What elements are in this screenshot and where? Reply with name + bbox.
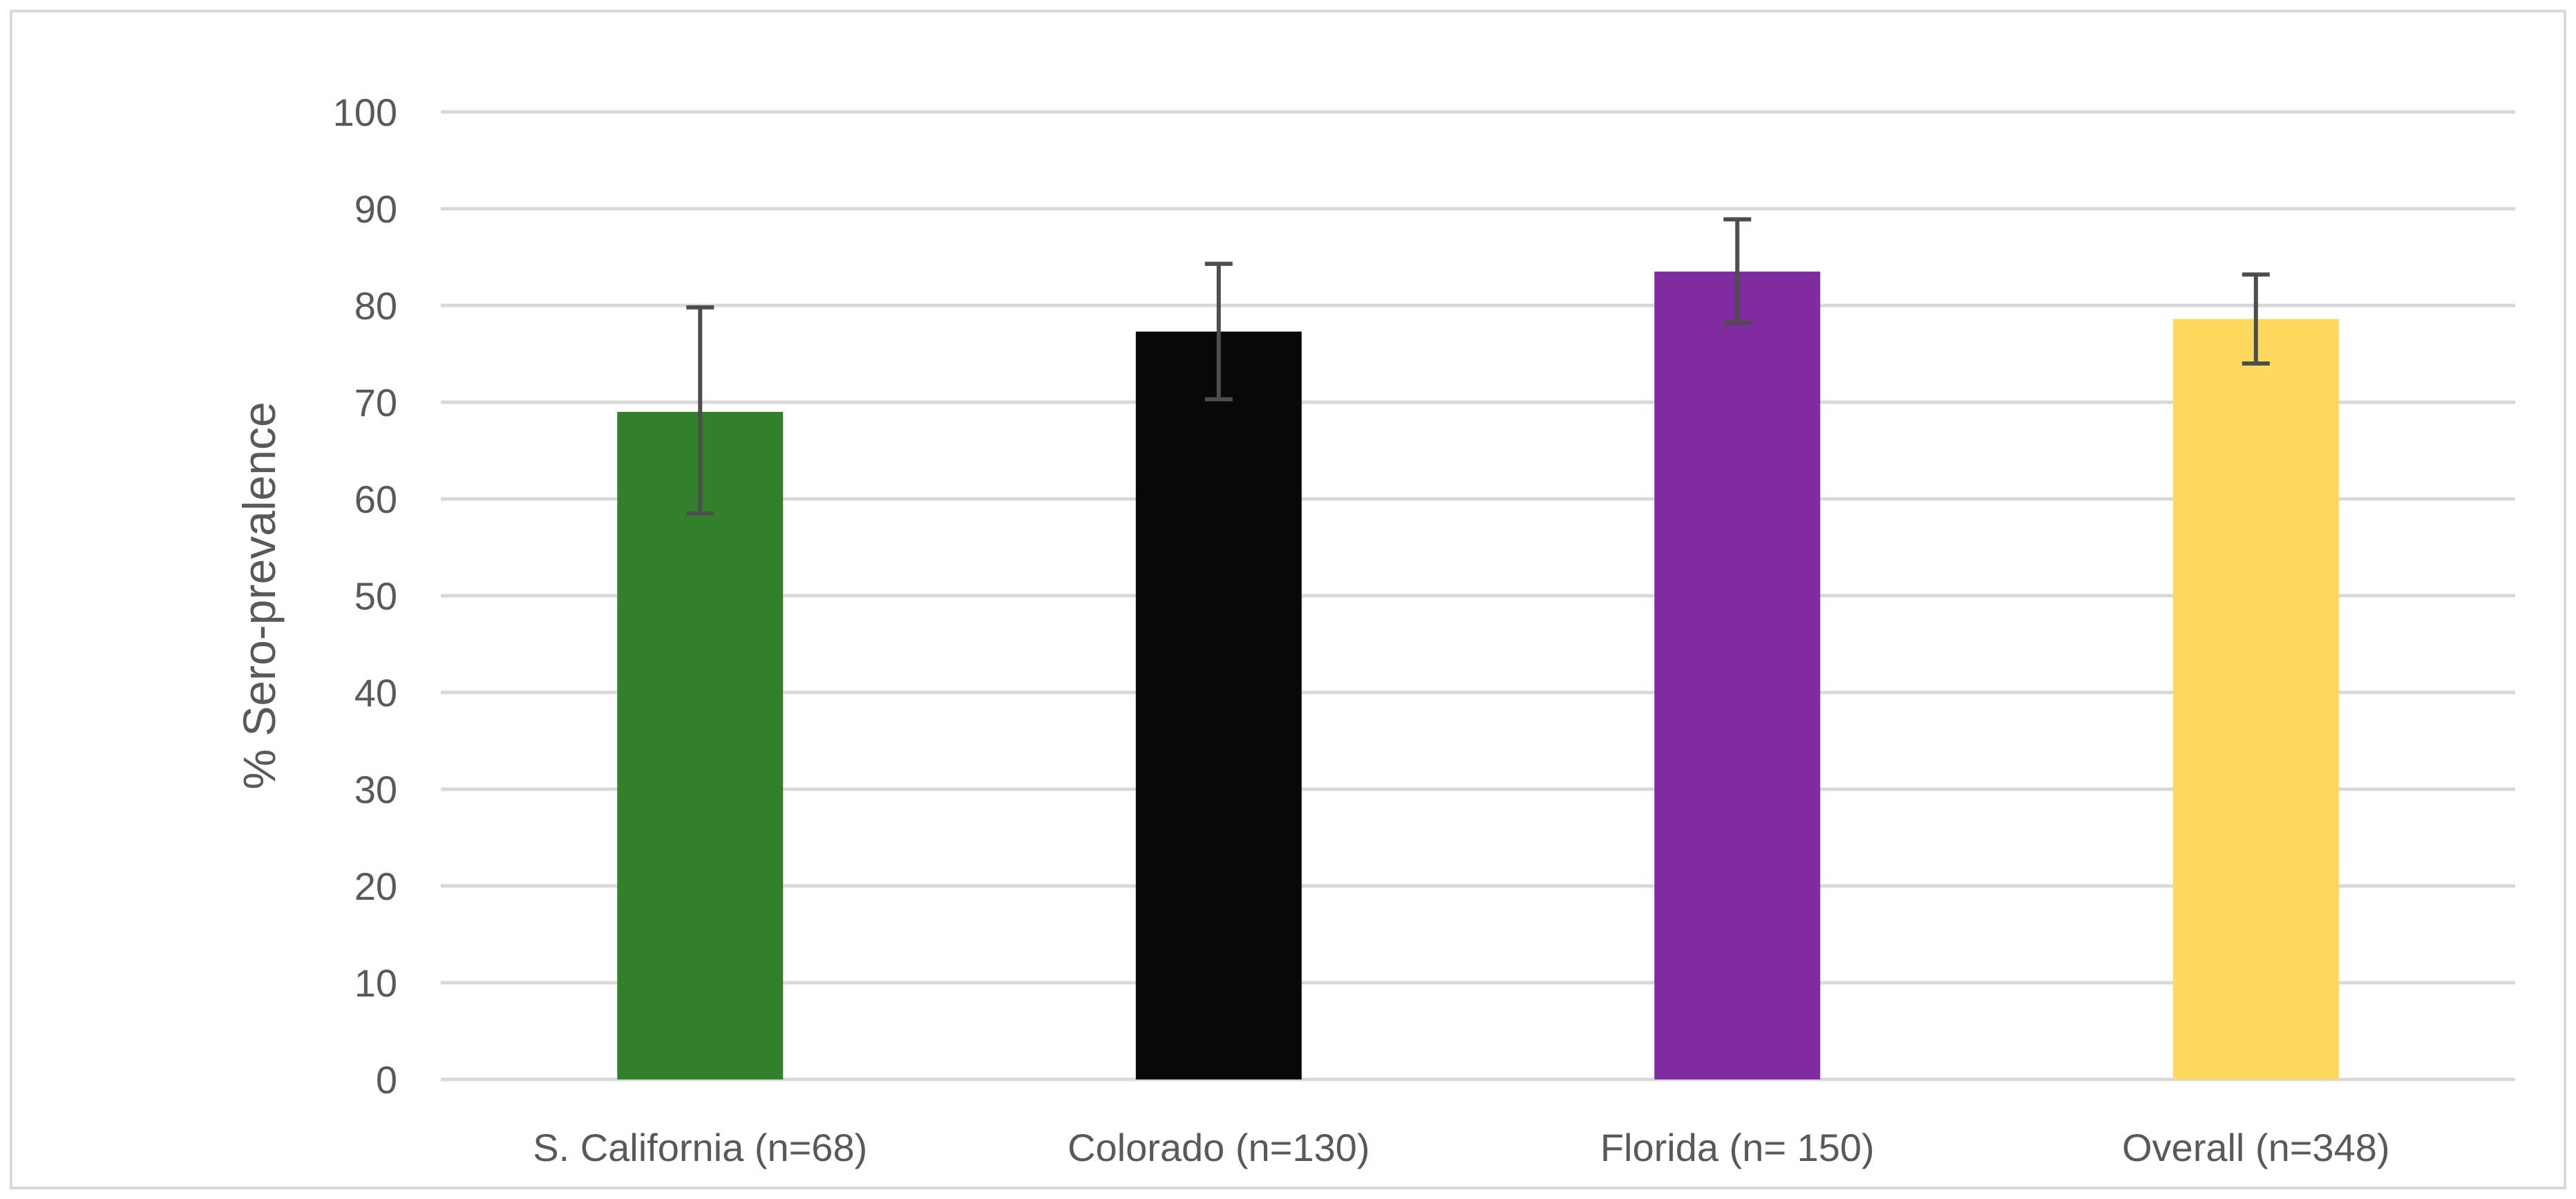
y-tick-label: 90 [354, 187, 397, 231]
x-category-label: S. California (n=68) [533, 1126, 867, 1169]
y-tick-label: 40 [354, 671, 397, 715]
x-category-label: Florida (n= 150) [1600, 1126, 1875, 1169]
bars [617, 272, 2339, 1080]
y-axis-ticks: 0 10 20 30 40 50 60 70 80 90 100 [333, 91, 397, 1102]
bar [1654, 272, 1821, 1079]
y-tick-label: 30 [354, 768, 397, 811]
x-category-label: Overall (n=348) [2122, 1126, 2390, 1169]
bar [617, 412, 784, 1079]
y-tick-label: 60 [354, 478, 397, 521]
y-tick-label: 20 [354, 865, 397, 908]
error-bar [1204, 261, 1233, 402]
error-bars [686, 217, 2270, 516]
error-bar [686, 305, 714, 516]
x-axis-categories: S. California (n=68) Colorado (n=130) Flor… [533, 1126, 2389, 1169]
y-tick-label: 10 [354, 961, 397, 1005]
error-bar [1723, 217, 1752, 325]
bar [1135, 331, 1302, 1079]
y-tick-label: 50 [354, 574, 397, 618]
error-bar [2242, 272, 2270, 366]
y-tick-label: 0 [376, 1058, 397, 1102]
bar [2172, 319, 2339, 1080]
y-axis-label: % Sero-prevalence [234, 402, 285, 789]
y-tick-label: 80 [354, 284, 397, 328]
gridlines [441, 110, 2515, 1082]
x-category-label: Colorado (n=130) [1068, 1126, 1370, 1169]
y-tick-label: 70 [354, 381, 397, 424]
y-tick-label: 100 [333, 91, 397, 134]
